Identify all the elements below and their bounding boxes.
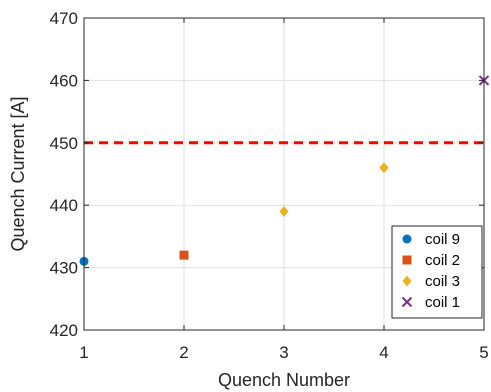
y-tick-label: 440 [50,196,78,215]
y-tick-label: 430 [50,259,78,278]
y-tick-label: 470 [50,9,78,28]
tick-labels: 1 2 3 4 5 420 430 440 450 460 470 [50,9,489,362]
legend-marker-coil-3 [402,275,412,287]
y-axis-label: Quench Current [A] [8,96,28,251]
legend-label: coil 9 [425,231,460,248]
y-tick-label: 420 [50,321,78,340]
legend-marker-coil-2 [402,255,412,265]
legend-marker-coil-9 [402,234,412,244]
x-tick-label: 4 [379,343,388,362]
data-points [79,75,490,266]
legend-marker-coil-1 [401,296,413,308]
y-tick-label: 460 [50,71,78,90]
legend: coil 9 coil 2 coil 3 coil 1 [391,225,483,319]
y-tick-label: 450 [50,134,78,153]
x-tick-label: 5 [479,343,488,362]
x-tick-label: 3 [279,343,288,362]
x-tick-label: 2 [179,343,188,362]
x-axis-label: Quench Number [218,370,350,390]
data-point-coil-3 [279,205,289,217]
data-point-coil-3 [379,162,389,174]
legend-label: coil 1 [425,294,460,311]
legend-label: coil 2 [425,252,460,269]
legend-label: coil 3 [425,273,460,290]
x-tick-label: 1 [79,343,88,362]
data-point-coil-2 [179,250,189,260]
